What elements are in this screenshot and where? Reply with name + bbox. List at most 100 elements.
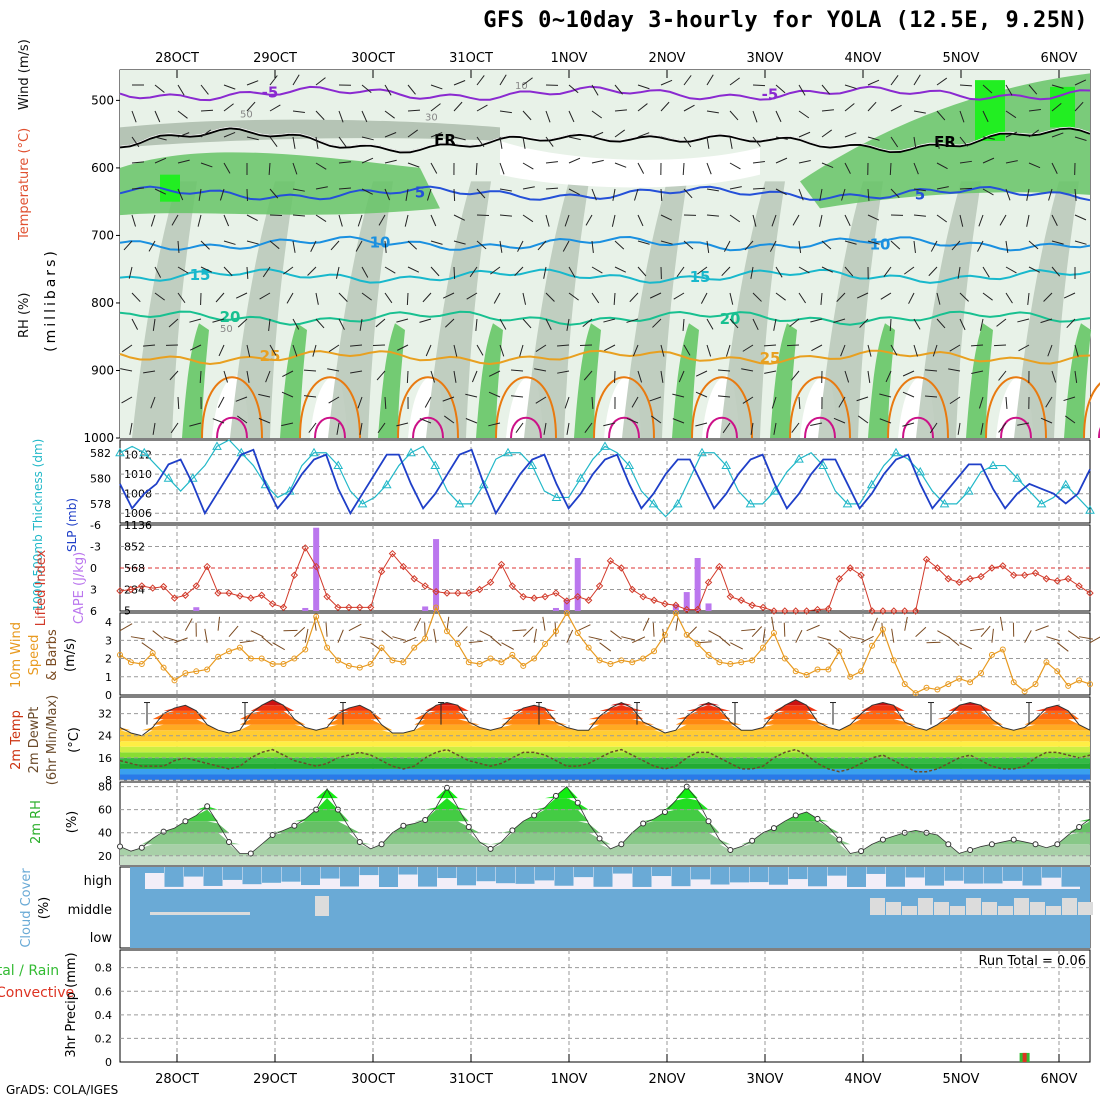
thickness-marker: [1060, 479, 1071, 489]
date-label-bottom-2NOV: 2NOV: [649, 1072, 686, 1087]
precip-run-total: Run Total = 0.06: [978, 954, 1086, 969]
wind-barb: [798, 110, 810, 119]
wind-barb: [568, 188, 580, 195]
li-marker: [1010, 571, 1018, 579]
wind-barb-10m: [891, 628, 895, 643]
wind-barb: [930, 240, 938, 252]
wind-barb: [792, 214, 800, 226]
rh-contour-label: 30: [425, 113, 438, 124]
cloud-high-patch: [730, 867, 749, 883]
wind-barb: [545, 187, 559, 190]
wind-barb: [902, 422, 915, 427]
wind-barb-10m: [542, 616, 546, 631]
isotherm-label-25: 25: [260, 347, 281, 365]
wind-barb: [150, 214, 156, 227]
wind-barb-10m: [686, 626, 697, 638]
wind-barb: [404, 214, 409, 227]
thickness-marker: [866, 479, 877, 489]
wind-barb-10m: [610, 630, 622, 640]
rh-band: [120, 821, 1090, 833]
isotherm-10: [119, 235, 1091, 252]
wind-barb: [856, 396, 869, 402]
isotherm-30-loop: [985, 376, 1047, 439]
wind-barb: [951, 240, 961, 251]
wind-label-2: Speed: [27, 635, 42, 676]
wind-barb-10m: [479, 630, 493, 638]
wind-barb: [729, 292, 734, 305]
wind-speed-marker: [814, 666, 821, 673]
date-label-top-6NOV: 6NOV: [1041, 51, 1078, 66]
wind-barb: [476, 104, 488, 112]
wind-barb: [315, 110, 325, 121]
wind-barb: [637, 370, 643, 383]
wind-barb: [152, 422, 156, 435]
wind-speed-marker: [978, 670, 985, 677]
wind-barb: [465, 393, 478, 398]
xs-var-rh: RH (%): [17, 293, 32, 338]
wind-barb-10m: [239, 640, 254, 644]
wind-barb: [700, 292, 708, 304]
wind-barb: [771, 396, 777, 409]
cloud-level-middle: middle: [68, 903, 112, 918]
temp-tick-label: 8: [105, 774, 112, 787]
wind-label-4: (m/s): [63, 638, 78, 672]
wind-barb: [154, 266, 162, 278]
li-marker: [148, 584, 157, 592]
rh-marker: [967, 847, 974, 854]
wind-barb: [422, 292, 432, 303]
wind-speed-marker: [705, 651, 712, 658]
rh-moist: [770, 323, 797, 438]
wind-barb: [729, 162, 741, 170]
li-marker: [584, 596, 593, 604]
precip-tick-label: 0.8: [95, 962, 113, 975]
wind-barb: [384, 110, 395, 119]
wind-barb: [200, 109, 214, 112]
wind-barb: [200, 240, 210, 250]
cloud-mid-clear: [950, 906, 965, 915]
wind-barb: [177, 159, 190, 164]
wind-barb: [177, 110, 188, 119]
wind-barb: [718, 395, 731, 398]
wind-barb: [1051, 240, 1064, 245]
wind-barb-10m: [817, 636, 832, 641]
thickness-marker: [818, 460, 829, 470]
wind-barb: [890, 240, 901, 250]
cloud-high-patch: [788, 867, 808, 880]
cloud-high-patch: [574, 867, 593, 878]
wind-barb: [982, 266, 990, 278]
wind-barb-10m: [325, 622, 328, 637]
wind-barb: [1005, 160, 1018, 164]
wind-barb: [840, 344, 846, 357]
rh-peak: [975, 80, 1005, 141]
wind-barb: [430, 240, 443, 245]
wind-barb: [171, 214, 179, 226]
li-marker: [334, 603, 342, 612]
rh-band: [120, 832, 1090, 845]
wind-barb: [407, 240, 418, 250]
wind-barb: [1074, 188, 1077, 201]
wind-speed-marker: [781, 655, 788, 662]
precip-ylabel: 3hr Precip (mm): [64, 952, 79, 1057]
rh-marker: [792, 812, 799, 819]
wind-barb: [1005, 240, 1009, 253]
wind-barb: [246, 214, 258, 221]
wind-barb: [453, 80, 466, 86]
wind-barb: [246, 101, 256, 112]
rh-dry-mid: [500, 140, 760, 188]
wind-barb: [706, 162, 712, 175]
wind-barb: [637, 84, 650, 90]
li-marker: [170, 594, 179, 602]
wind-barb: [1043, 292, 1053, 302]
li-marker: [868, 607, 876, 615]
cape-bar: [694, 558, 701, 611]
li-marker: [519, 592, 527, 601]
rh-marker: [117, 843, 123, 850]
wind-barb: [660, 188, 663, 202]
wind-barb: [269, 136, 278, 147]
wind-barb: [312, 344, 317, 357]
isotherm-label--5: -5: [262, 84, 279, 102]
wind-barb: [614, 129, 626, 138]
li-marker: [933, 564, 942, 572]
wind-barb: [361, 292, 372, 301]
rh-marker: [618, 841, 625, 848]
